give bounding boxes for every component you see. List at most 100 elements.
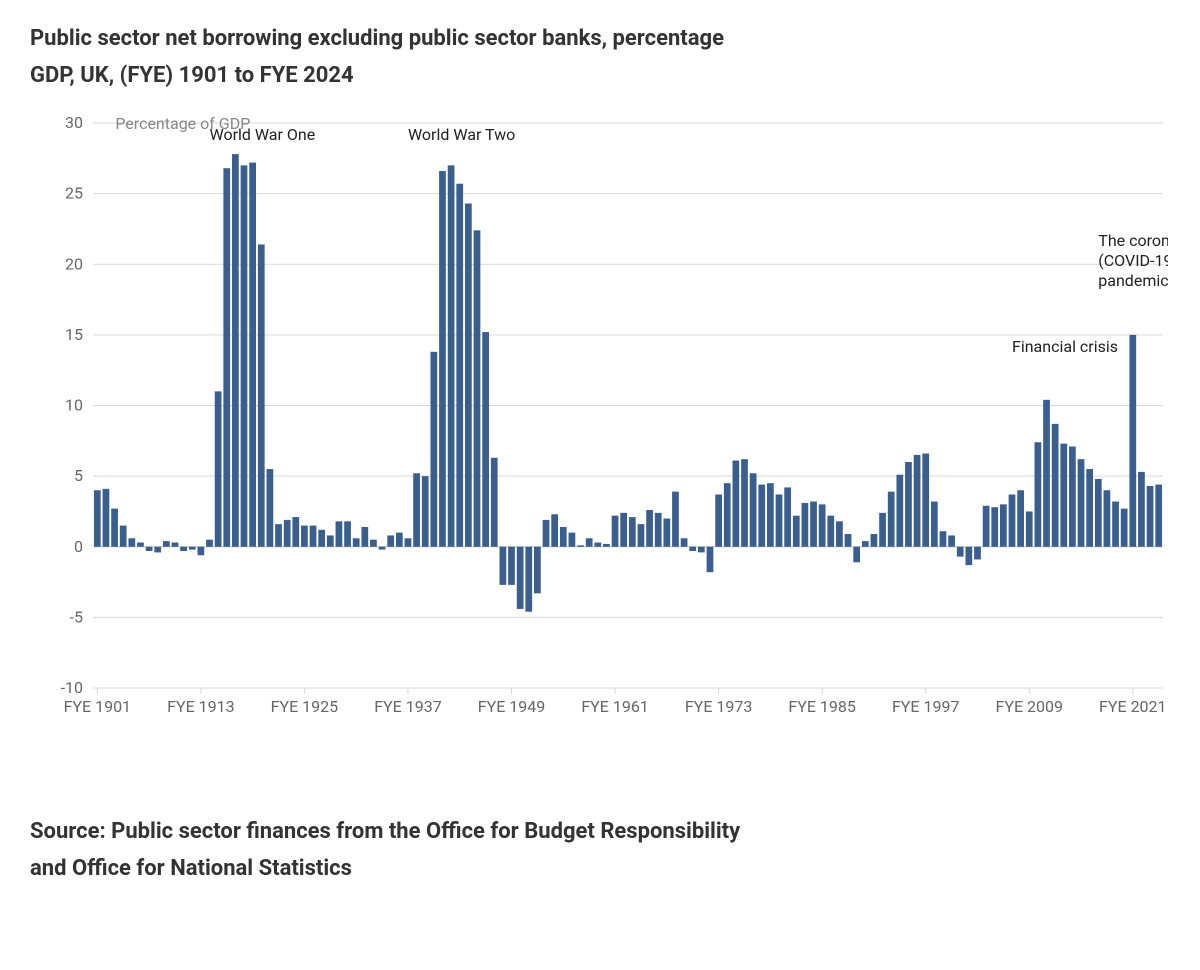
bar [310,525,317,546]
source-line-1: Source: Public sector finances from the … [30,813,1170,850]
chart-source: Source: Public sector finances from the … [30,813,1170,888]
y-tick-label: -5 [70,607,83,626]
chart-annotation: World War Two [408,125,515,144]
bar [638,524,645,547]
bar [948,535,955,546]
bar [1035,442,1042,547]
bar [517,547,524,609]
bar [223,168,230,547]
bar [750,473,757,546]
x-tick-label: FYE 2009 [996,697,1063,716]
bar [396,532,403,546]
x-tick-label: FYE 1949 [478,697,545,716]
bar [474,230,481,546]
bar [715,494,722,546]
bar [758,484,765,546]
bar [707,547,714,572]
y-tick-label: 5 [74,466,83,485]
bar [698,547,705,553]
bar [1052,424,1059,547]
bar [189,547,196,550]
bar [983,506,990,547]
bar [896,474,903,546]
y-tick-label: 25 [65,183,83,202]
x-tick-label: FYE 1973 [685,697,752,716]
bar [422,476,429,547]
bar [456,184,463,547]
bar [180,547,187,551]
bar [111,508,118,546]
bar [128,538,135,546]
chart-annotation: pandemic [1098,271,1168,290]
x-tick-label: FYE 1961 [581,697,648,716]
bar [361,527,368,547]
y-tick-label: 0 [74,537,83,556]
bar [1017,490,1024,547]
bar [629,517,636,547]
bar [508,547,515,585]
x-tick-label: FYE 1913 [167,697,234,716]
x-tick-label: FYE 1937 [374,697,441,716]
bar [732,460,739,546]
bar [370,539,377,546]
bar [249,162,256,546]
bar [241,165,248,546]
bar [741,459,748,547]
bar [663,518,670,546]
bar [681,538,688,546]
bar [1060,443,1067,546]
bar [612,515,619,546]
bar [810,501,817,546]
bar [957,547,964,557]
bar [284,520,291,547]
bar [793,515,800,546]
bar [845,534,852,547]
bar [724,483,731,547]
page: Public sector net borrowing excluding pu… [0,0,1200,970]
bar [163,541,170,547]
y-tick-label: 15 [65,325,83,344]
title-line-1: Public sector net borrowing excluding pu… [30,20,1170,57]
bar [1104,490,1111,547]
bar [1147,486,1154,547]
bar [922,453,929,546]
bar [819,504,826,546]
y-tick-label: 20 [65,254,83,273]
bar [258,244,265,546]
x-tick-label: FYE 1901 [64,697,131,716]
bar [586,538,593,546]
bar [1078,459,1085,547]
bar [465,203,472,546]
bar [802,503,809,547]
bar [836,521,843,546]
bar [569,532,576,546]
bar [448,165,455,546]
bar [853,547,860,563]
bar [776,494,783,546]
bar [871,534,878,547]
bar [620,513,627,547]
bar [103,489,110,547]
bar [931,501,938,546]
bar [1086,469,1093,547]
bar [154,547,161,553]
bar [318,530,325,547]
bar [1138,472,1145,547]
bar [215,391,222,546]
bar [439,171,446,547]
bar [146,547,153,551]
bar [206,539,213,546]
bar [1043,400,1050,547]
bar [1095,479,1102,547]
bar [405,538,412,546]
bar [1026,511,1033,546]
bar [646,510,653,547]
chart-annotation: Financial crisis [1012,337,1118,356]
bar [292,517,299,547]
bar [862,541,869,547]
bar [888,491,895,546]
bar [827,515,834,546]
y-tick-label: 10 [65,395,83,414]
bar [120,525,127,546]
x-tick-label: FYE 1925 [271,697,338,716]
